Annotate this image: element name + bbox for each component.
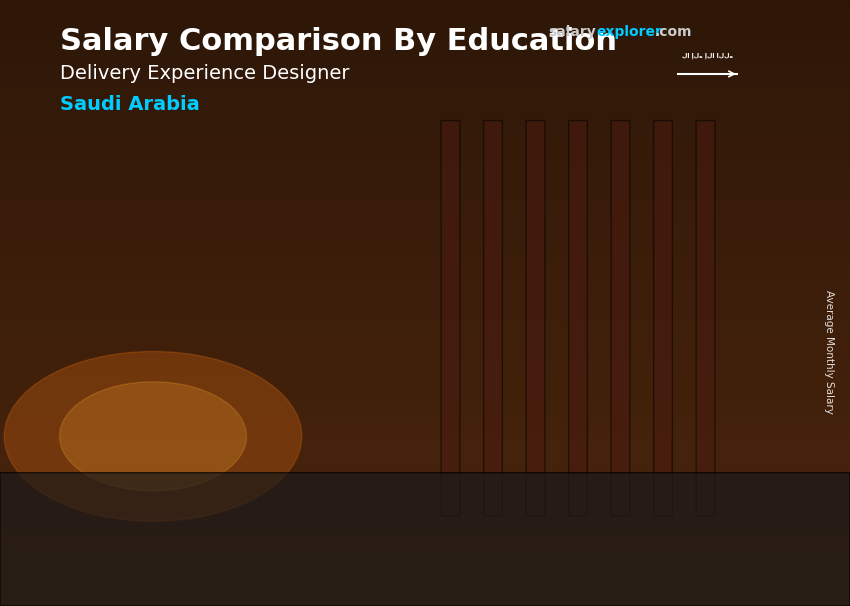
Polygon shape bbox=[388, 367, 402, 521]
Text: Bachelor's
Degree: Bachelor's Degree bbox=[475, 553, 555, 587]
Text: Master's
Degree: Master's Degree bbox=[654, 553, 720, 587]
Text: Average Monthly Salary: Average Monthly Salary bbox=[824, 290, 834, 413]
Text: explorer: explorer bbox=[597, 25, 663, 39]
Bar bbox=[471, 320, 560, 521]
FancyBboxPatch shape bbox=[484, 121, 502, 516]
Text: 20,600 SAR: 20,600 SAR bbox=[649, 253, 730, 267]
Text: +24%: +24% bbox=[535, 198, 606, 218]
Polygon shape bbox=[560, 318, 574, 521]
Polygon shape bbox=[216, 384, 230, 521]
Bar bbox=[298, 368, 388, 521]
Text: +32%: +32% bbox=[362, 247, 434, 267]
Ellipse shape bbox=[60, 382, 246, 491]
Text: Certificate or
Diploma: Certificate or Diploma bbox=[293, 553, 394, 587]
Polygon shape bbox=[643, 270, 745, 271]
FancyBboxPatch shape bbox=[441, 121, 460, 516]
Text: Salary Comparison By Education: Salary Comparison By Education bbox=[60, 27, 616, 56]
Text: 12,600 SAR: 12,600 SAR bbox=[302, 350, 382, 364]
FancyBboxPatch shape bbox=[696, 121, 715, 516]
Text: .com: .com bbox=[654, 25, 692, 39]
FancyBboxPatch shape bbox=[611, 121, 630, 516]
Bar bbox=[643, 271, 732, 521]
Ellipse shape bbox=[4, 351, 302, 521]
Text: salary: salary bbox=[548, 25, 596, 39]
Bar bbox=[127, 385, 216, 521]
FancyBboxPatch shape bbox=[0, 473, 850, 606]
Text: لا إله إلا الله: لا إله إلا الله bbox=[682, 53, 734, 59]
Polygon shape bbox=[127, 384, 230, 385]
Polygon shape bbox=[471, 318, 574, 320]
FancyBboxPatch shape bbox=[569, 121, 587, 516]
Text: +13%: +13% bbox=[190, 308, 263, 328]
FancyBboxPatch shape bbox=[654, 121, 672, 516]
Text: Delivery Experience Designer: Delivery Experience Designer bbox=[60, 64, 349, 82]
Text: 16,600 SAR: 16,600 SAR bbox=[474, 302, 555, 316]
Polygon shape bbox=[298, 367, 402, 368]
FancyBboxPatch shape bbox=[526, 121, 545, 516]
Text: 11,200 SAR: 11,200 SAR bbox=[123, 367, 204, 381]
Text: Saudi Arabia: Saudi Arabia bbox=[60, 95, 199, 114]
Polygon shape bbox=[732, 270, 745, 521]
Text: High School: High School bbox=[126, 553, 217, 568]
